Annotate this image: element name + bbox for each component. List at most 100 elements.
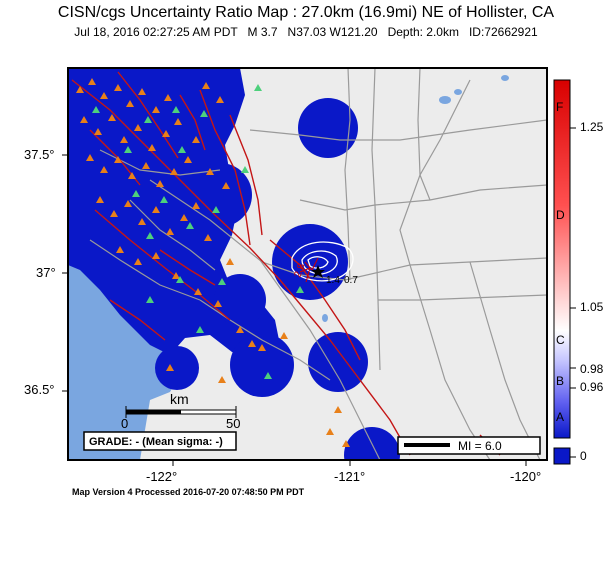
lon-tick: -121° xyxy=(334,469,366,484)
lat-tick: 37.5° xyxy=(24,147,55,162)
station-orange xyxy=(334,406,342,413)
station-orange xyxy=(166,228,174,235)
station-orange xyxy=(110,210,118,217)
station-orange xyxy=(156,180,164,187)
lon-tick: -122° xyxy=(146,469,178,484)
colorbar-value: 0.96 xyxy=(580,380,604,394)
station-orange xyxy=(184,156,192,163)
station-orange xyxy=(192,136,200,143)
mi-legend-box xyxy=(397,436,541,455)
station-orange xyxy=(204,234,212,241)
station-orange xyxy=(114,84,122,91)
epicenter-star xyxy=(311,265,325,278)
faults xyxy=(71,71,501,456)
station-orange xyxy=(116,246,124,253)
station-orange xyxy=(174,118,182,125)
station-orange xyxy=(142,162,150,169)
station-orange xyxy=(152,106,160,113)
station-orange xyxy=(86,154,94,161)
station-orange xyxy=(192,202,200,209)
station-green xyxy=(92,106,100,113)
station-orange xyxy=(108,114,116,121)
scale-start: 0 xyxy=(121,416,128,431)
station-orange xyxy=(124,200,132,207)
station-green xyxy=(254,84,262,91)
station-green xyxy=(144,116,152,123)
station-green xyxy=(124,146,132,153)
station-orange xyxy=(218,376,226,383)
station-green xyxy=(200,110,208,117)
station-orange xyxy=(216,96,224,103)
station-orange xyxy=(226,258,234,265)
station-orange xyxy=(236,326,244,333)
station-orange xyxy=(94,128,102,135)
stations xyxy=(76,78,350,447)
station-orange xyxy=(88,78,96,85)
station-orange xyxy=(152,252,160,259)
lat-tick: 37° xyxy=(36,265,56,280)
colorbar-ticks xyxy=(570,127,576,458)
map-frame xyxy=(67,67,548,461)
ocean xyxy=(68,68,185,460)
colorbar-zero-swatch xyxy=(553,447,571,465)
colorbar-grade: D xyxy=(556,208,565,222)
station-orange xyxy=(222,182,230,189)
station-green xyxy=(186,222,194,229)
contour-label: 0.7 xyxy=(344,275,358,286)
station-green xyxy=(218,278,226,285)
station-orange xyxy=(206,168,214,175)
station-orange xyxy=(180,214,188,221)
colorbar-value: 1.25 xyxy=(580,120,604,134)
lake xyxy=(439,96,451,104)
station-orange xyxy=(148,144,156,151)
station-green xyxy=(196,326,204,333)
station-orange xyxy=(162,130,170,137)
station-orange xyxy=(258,344,266,351)
station-orange xyxy=(126,100,134,107)
station-green xyxy=(296,286,304,293)
station-green xyxy=(146,296,154,303)
station-orange xyxy=(96,196,104,203)
station-green xyxy=(264,372,272,379)
mi-legend-text: MI = 6.0 xyxy=(458,439,502,453)
station-orange xyxy=(152,206,160,213)
station-orange xyxy=(248,340,256,347)
lake xyxy=(454,89,462,95)
station-orange xyxy=(134,124,142,131)
station-orange xyxy=(138,88,146,95)
station-green xyxy=(146,232,154,239)
station-green xyxy=(241,166,249,173)
station-orange xyxy=(280,332,288,339)
station-orange xyxy=(80,116,88,123)
station-green xyxy=(176,276,184,283)
station-orange xyxy=(202,82,210,89)
station-green xyxy=(132,190,140,197)
grade-box xyxy=(83,431,237,451)
station-orange xyxy=(214,300,222,307)
station-green xyxy=(160,196,168,203)
station-orange xyxy=(134,258,142,265)
colorbar-grade: A xyxy=(556,410,565,424)
colorbar-value: 0 xyxy=(580,449,587,463)
station-green xyxy=(172,106,180,113)
lake xyxy=(322,314,328,322)
frame-ticks xyxy=(62,154,527,466)
scale-unit: km xyxy=(170,391,189,407)
scale-end: 50 xyxy=(226,416,240,431)
station-orange xyxy=(166,364,174,371)
colorbar xyxy=(553,79,571,439)
station-orange xyxy=(326,428,334,435)
lat-tick: 36.5° xyxy=(24,382,55,397)
station-orange xyxy=(76,86,84,93)
station-orange xyxy=(138,218,146,225)
station-orange xyxy=(114,156,122,163)
station-orange xyxy=(164,94,172,101)
station-green xyxy=(212,206,220,213)
station-orange xyxy=(194,288,202,295)
station-orange xyxy=(128,172,136,179)
station-orange xyxy=(120,136,128,143)
colorbar-grade: F xyxy=(556,100,564,114)
scale-bar xyxy=(125,406,237,418)
station-orange xyxy=(172,272,180,279)
